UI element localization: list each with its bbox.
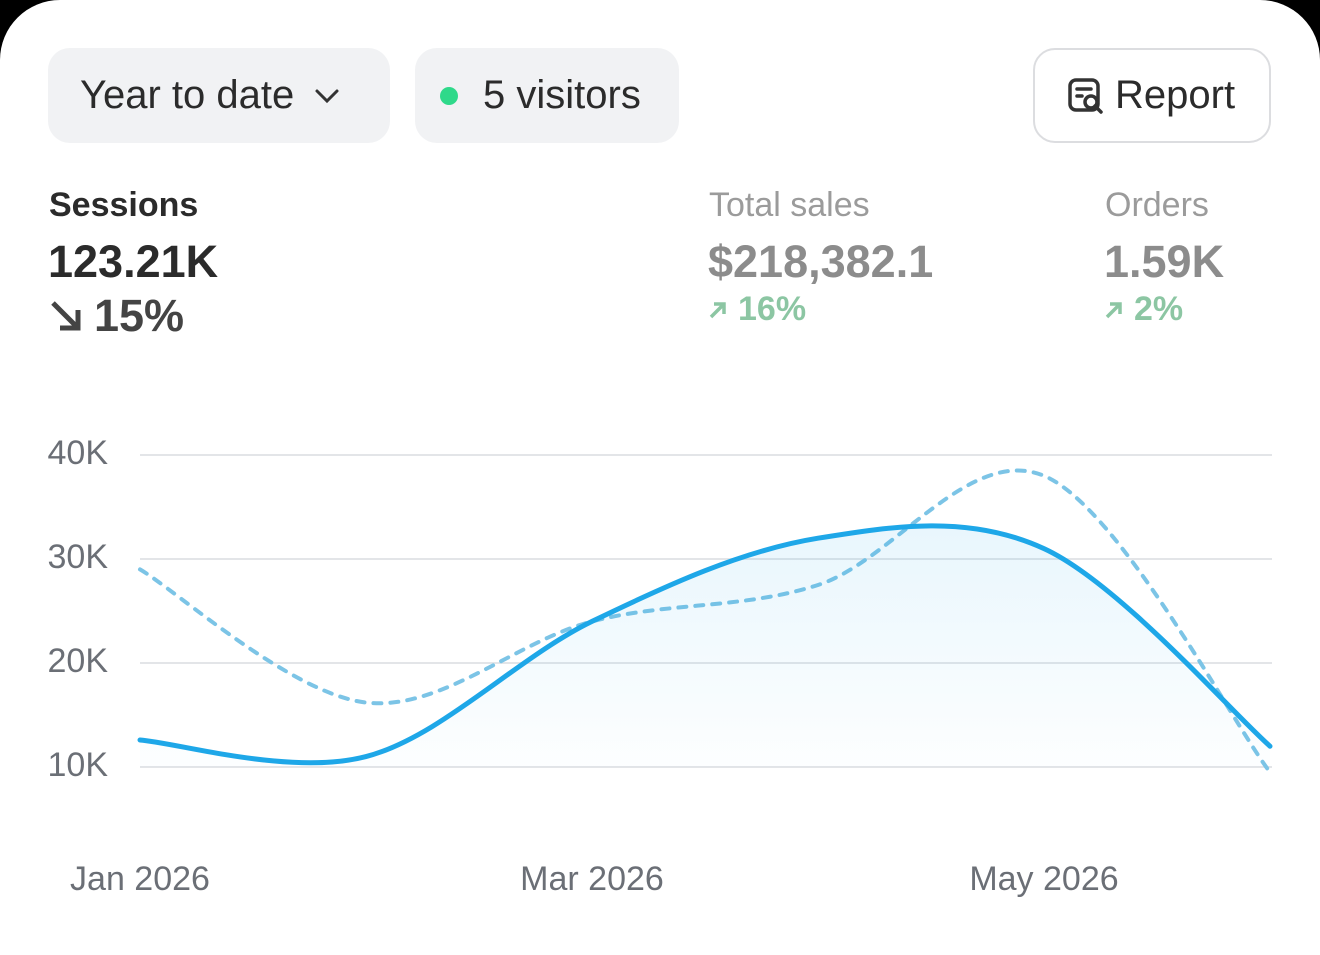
metric-change: 16%: [708, 290, 806, 329]
area: [140, 525, 1270, 767]
y-tick-label: 40K: [48, 434, 109, 472]
x-tick-label: May 2026: [969, 860, 1118, 898]
up-arrow: [709, 301, 726, 318]
metric-value: $218,382.1: [708, 236, 934, 287]
x-tick-label: Mar 2026: [520, 860, 664, 898]
change-text: 15%: [94, 290, 185, 341]
metric-label[interactable]: Orders: [1105, 186, 1209, 224]
report-button[interactable]: Report: [1033, 48, 1271, 143]
metric-change: 2%: [1104, 290, 1183, 329]
up-arrow: [1105, 301, 1122, 318]
metric-value: 1.59K: [1104, 236, 1225, 287]
y-tick-label: 20K: [48, 642, 109, 680]
change-text: 16%: [738, 290, 807, 328]
range-text: Year to date: [80, 73, 295, 117]
report-text: Report: [1115, 73, 1236, 117]
metric-label: Sessions: [49, 186, 199, 224]
metric-change: 15%: [48, 290, 184, 342]
visitors-button[interactable]: 5 visitors: [415, 48, 679, 143]
metric-label[interactable]: Total sales: [709, 186, 870, 224]
y-tick-label: 10K: [48, 746, 109, 784]
metric-value: 123.21K: [48, 236, 219, 287]
change-text: 2%: [1134, 290, 1184, 328]
down-arrow: [51, 301, 81, 331]
line: [137, 523, 1273, 766]
live-dot: [440, 86, 458, 105]
report-icon: [1068, 77, 1103, 114]
visitors-text: 5 visitors: [483, 73, 641, 117]
range-dropdown[interactable]: Year to date: [48, 48, 390, 143]
x-tick-label: Jan 2026: [70, 860, 210, 898]
y-tick-label: 30K: [48, 538, 109, 576]
chevron-icon: [315, 89, 339, 103]
